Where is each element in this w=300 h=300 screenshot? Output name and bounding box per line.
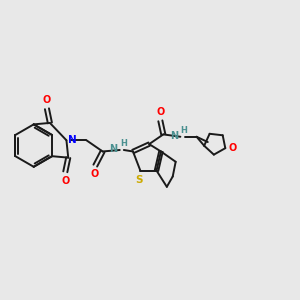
Text: N: N <box>170 131 178 142</box>
Text: S: S <box>135 175 142 185</box>
Text: H: H <box>181 126 188 135</box>
Text: O: O <box>229 142 237 153</box>
Text: O: O <box>43 95 51 105</box>
Text: O: O <box>61 176 69 186</box>
Text: O: O <box>90 169 98 179</box>
Text: N: N <box>68 135 77 145</box>
Text: H: H <box>120 139 127 148</box>
Text: O: O <box>156 107 164 117</box>
Text: N: N <box>109 144 117 154</box>
